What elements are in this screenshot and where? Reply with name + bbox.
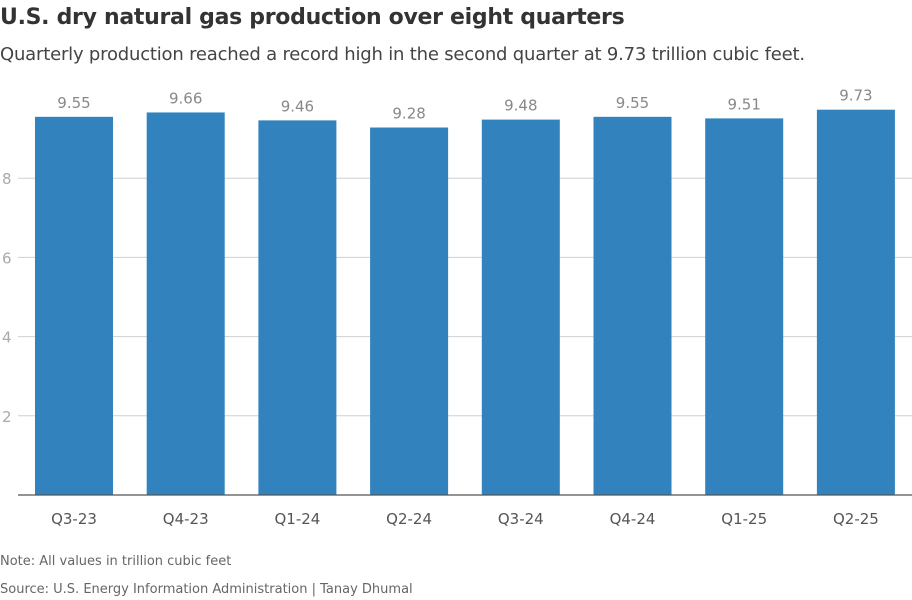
y-tick-label: 8 [2,170,12,188]
bar [816,109,895,495]
data-label: 9.51 [727,95,760,113]
chart-title: U.S. dry natural gas production over eig… [0,5,625,30]
y-tick-label: 2 [2,408,12,426]
data-label: 9.66 [169,89,202,107]
data-label: 9.55 [616,94,649,112]
data-label: 9.55 [57,94,90,112]
bar [481,119,560,495]
x-tick-label: Q1-24 [274,510,320,528]
x-tick-label: Q1-25 [721,510,767,528]
bar [258,120,337,495]
x-tick-label: Q2-24 [386,510,432,528]
bar [35,116,113,495]
data-label: 9.73 [839,87,872,105]
y-tick-label: 4 [2,329,12,347]
bar [593,116,672,495]
x-tick-label: Q2-25 [833,510,879,528]
data-label: 9.46 [281,97,314,115]
chart-source: Source: U.S. Energy Information Administ… [0,582,413,597]
x-tick-label: Q3-24 [498,510,544,528]
bar [705,118,784,496]
y-tick-label: 6 [2,249,12,267]
data-label: 9.28 [392,105,425,123]
bar [370,127,449,496]
x-tick-label: Q3-23 [51,510,97,528]
data-label: 9.48 [504,97,537,115]
chart-subtitle: Quarterly production reached a record hi… [0,44,805,65]
chart-note: Note: All values in trillion cubic feet [0,554,232,569]
x-tick-label: Q4-23 [163,510,209,528]
bar [146,112,225,496]
x-tick-label: Q4-24 [610,510,656,528]
